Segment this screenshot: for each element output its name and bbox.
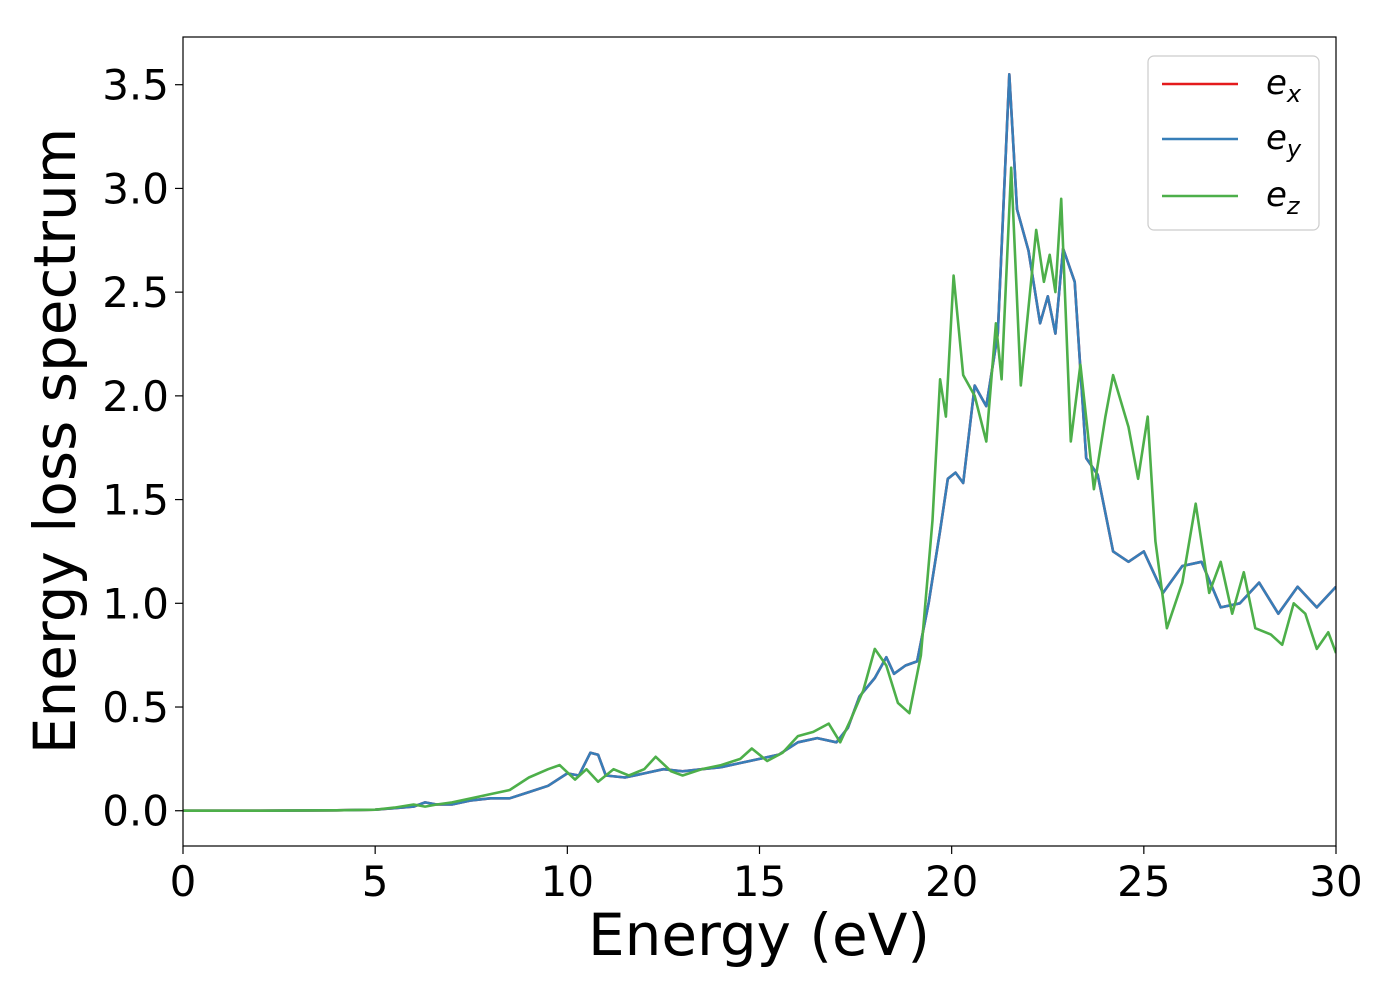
x-tick-label: 20 [925,857,978,906]
legend-label: ey [1266,118,1302,163]
y-tick-label: 2.0 [102,372,169,421]
x-tick-label: 10 [541,857,594,906]
legend-label: ex [1266,63,1302,108]
y-axis-title: Energy loss spectrum [21,128,89,754]
x-tick-label: 30 [1309,857,1362,906]
x-tick-label: 25 [1117,857,1170,906]
legend: ex ey ez [1147,55,1320,231]
y-tick-label: 3.5 [102,61,169,110]
series-layer [183,73,1336,812]
y-tick-label: 1.5 [102,476,169,525]
y-ticks: 0.0 0.5 1.0 1.5 2.0 2.5 3.0 3.5 [102,61,183,836]
series-line-ez [183,166,1336,812]
legend-label: ez [1266,175,1301,220]
y-tick-label: 1.0 [102,579,169,628]
y-tick-label: 2.5 [102,268,169,317]
x-tick-label: 0 [170,857,197,906]
y-tick-label: 3.0 [102,164,169,213]
y-tick-label: 0.0 [102,787,169,836]
x-tick-label: 15 [733,857,786,906]
legend-items: ex ey ez [1162,63,1302,220]
series-line-ey [183,73,1336,812]
x-ticks: 0 5 10 15 20 25 30 [170,846,1363,906]
plot-frame [182,36,1337,847]
legend-box [1147,55,1320,231]
x-axis-title: Energy (eV) [588,901,930,969]
y-tick-label: 0.5 [102,683,169,732]
x-tick-label: 5 [362,857,389,906]
